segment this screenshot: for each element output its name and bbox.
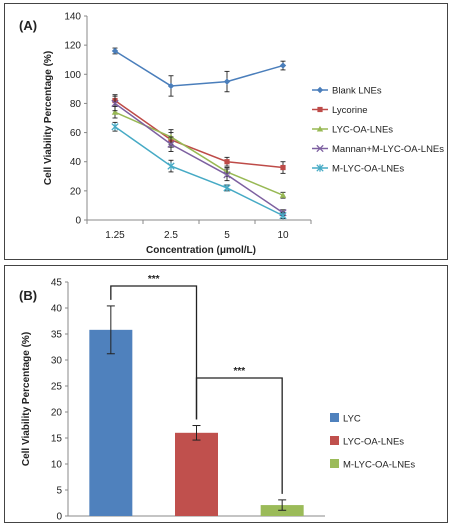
y-axis-title: Cell Viability Percentage (%) bbox=[43, 51, 54, 185]
bar-chart: (B) Cell Viability Percentage (%) 0 5 10 15… bbox=[19, 274, 415, 523]
x-axis-title: Concentration (μmol/L) bbox=[146, 245, 256, 256]
y-tick-label: 10 bbox=[51, 460, 63, 471]
panel-label-b: (B) bbox=[19, 288, 37, 303]
legend-label: Blank LNEs bbox=[332, 86, 382, 97]
legend-item: Mannan+M-LYC-OA-LNEs bbox=[312, 144, 444, 155]
error-bar bbox=[106, 305, 115, 355]
series-line bbox=[114, 102, 284, 214]
x-tick-labels: 1.25 2.5 5 10 bbox=[86, 220, 312, 241]
significance-label: *** bbox=[233, 366, 245, 377]
series-0 bbox=[111, 47, 287, 97]
data-point bbox=[279, 192, 287, 198]
y-tick-label: 20 bbox=[51, 408, 63, 419]
y-tick-label: 0 bbox=[56, 512, 62, 523]
data-point bbox=[111, 108, 119, 115]
legend-item: Blank LNEs bbox=[312, 86, 382, 97]
legend-label: M-LYC-OA-LNEs bbox=[332, 164, 404, 175]
x-tick-label: 1.25 bbox=[105, 230, 125, 241]
y-tick-label: 15 bbox=[51, 434, 63, 445]
significance-brackets: *** *** bbox=[110, 274, 283, 494]
data-point bbox=[111, 47, 119, 55]
legend-marker bbox=[316, 125, 324, 132]
legend-marker bbox=[316, 86, 324, 94]
data-point bbox=[167, 162, 175, 170]
panel-label-a: (A) bbox=[19, 18, 37, 33]
bar-LYC bbox=[89, 329, 133, 516]
legend-item: Lycorine bbox=[312, 105, 368, 116]
legend-item: LYC-OA-LNEs bbox=[312, 125, 393, 136]
legend-label: LYC bbox=[343, 414, 361, 425]
series-line bbox=[114, 126, 284, 217]
y-tick-label: 20 bbox=[70, 186, 82, 197]
y-tick-label: 30 bbox=[51, 356, 63, 367]
error-bar bbox=[192, 425, 201, 441]
y-tick-label: 140 bbox=[64, 12, 81, 23]
bar-chart-panel: (B) Cell Viability Percentage (%) 0 5 10 15… bbox=[4, 265, 448, 523]
data-point bbox=[223, 171, 231, 179]
legend-label: Lycorine bbox=[332, 105, 368, 116]
y-tick-label: 120 bbox=[64, 41, 81, 52]
line-chart-panel: (A) Cell Viability Percentage (%) Concen… bbox=[4, 3, 448, 260]
x-tick-label: 2.5 bbox=[164, 230, 178, 241]
significance-label: *** bbox=[148, 274, 160, 285]
series-group bbox=[111, 47, 287, 220]
bracket-line bbox=[195, 377, 283, 494]
y-tick-label: 60 bbox=[70, 128, 82, 139]
data-point bbox=[223, 78, 231, 85]
data-point bbox=[111, 123, 119, 131]
error-bar bbox=[278, 499, 287, 511]
legend-item: LYC bbox=[330, 413, 361, 425]
series-1 bbox=[112, 94, 286, 174]
y-axis-title: Cell Viability Percentage (%) bbox=[21, 332, 32, 466]
y-tick-label: 35 bbox=[51, 330, 63, 341]
data-point bbox=[111, 99, 119, 108]
series-4 bbox=[111, 121, 287, 220]
legend-marker bbox=[316, 164, 324, 172]
series-3 bbox=[111, 95, 287, 217]
y-tick-label: 80 bbox=[70, 99, 82, 110]
significance-bracket: *** bbox=[195, 366, 283, 494]
bracket-line bbox=[110, 285, 198, 420]
data-point bbox=[167, 140, 175, 148]
series-line bbox=[114, 99, 284, 169]
legend: LYC LYC-OA-LNEs M-LYC-OA-LNEs bbox=[330, 413, 415, 471]
series-line bbox=[114, 50, 284, 87]
data-point bbox=[167, 82, 175, 90]
y-tick-label: 40 bbox=[70, 157, 82, 168]
y-tick-label: 25 bbox=[51, 382, 63, 393]
significance-bracket: *** bbox=[110, 274, 198, 420]
y-tick-label: 5 bbox=[56, 486, 62, 497]
legend-label: LYC-OA-LNEs bbox=[332, 125, 393, 136]
legend-marker bbox=[316, 144, 324, 153]
legend: Blank LNEs Lycorine LYC-OA-LNEs Mannan+M-LY… bbox=[312, 86, 444, 175]
legend-item: M-LYC-OA-LNEs bbox=[330, 459, 415, 471]
bars-group bbox=[89, 305, 304, 516]
series-line bbox=[114, 111, 284, 196]
legend-marker bbox=[317, 106, 323, 113]
x-tick-label: 5 bbox=[224, 230, 230, 241]
legend-item: LYC-OA-LNEs bbox=[330, 436, 404, 448]
legend-item: M-LYC-OA-LNEs bbox=[312, 164, 404, 175]
data-point bbox=[279, 211, 287, 220]
y-tick-label: 0 bbox=[75, 216, 81, 227]
y-tick-labels: 0 20 40 60 80 100 120 140 bbox=[64, 12, 87, 227]
legend-label: Mannan+M-LYC-OA-LNEs bbox=[332, 144, 444, 155]
data-point bbox=[224, 159, 230, 165]
legend-label: M-LYC-OA-LNEs bbox=[343, 460, 415, 471]
y-tick-label: 100 bbox=[64, 70, 81, 81]
y-tick-labels: 0 5 10 15 20 25 30 35 40 45 bbox=[51, 278, 68, 523]
y-tick-label: 40 bbox=[51, 304, 63, 315]
data-point bbox=[223, 184, 231, 192]
legend-swatch bbox=[330, 459, 339, 468]
data-point bbox=[280, 164, 286, 171]
bar-LYC-OA-LNEs bbox=[175, 432, 218, 516]
data-point bbox=[279, 62, 287, 69]
legend-label: LYC-OA-LNEs bbox=[343, 437, 404, 448]
legend-swatch bbox=[330, 413, 339, 422]
line-chart: (A) Cell Viability Percentage (%) Concen… bbox=[19, 12, 444, 257]
x-tick-label: 10 bbox=[277, 230, 289, 241]
y-tick-label: 45 bbox=[51, 278, 63, 289]
legend-swatch bbox=[330, 436, 339, 445]
